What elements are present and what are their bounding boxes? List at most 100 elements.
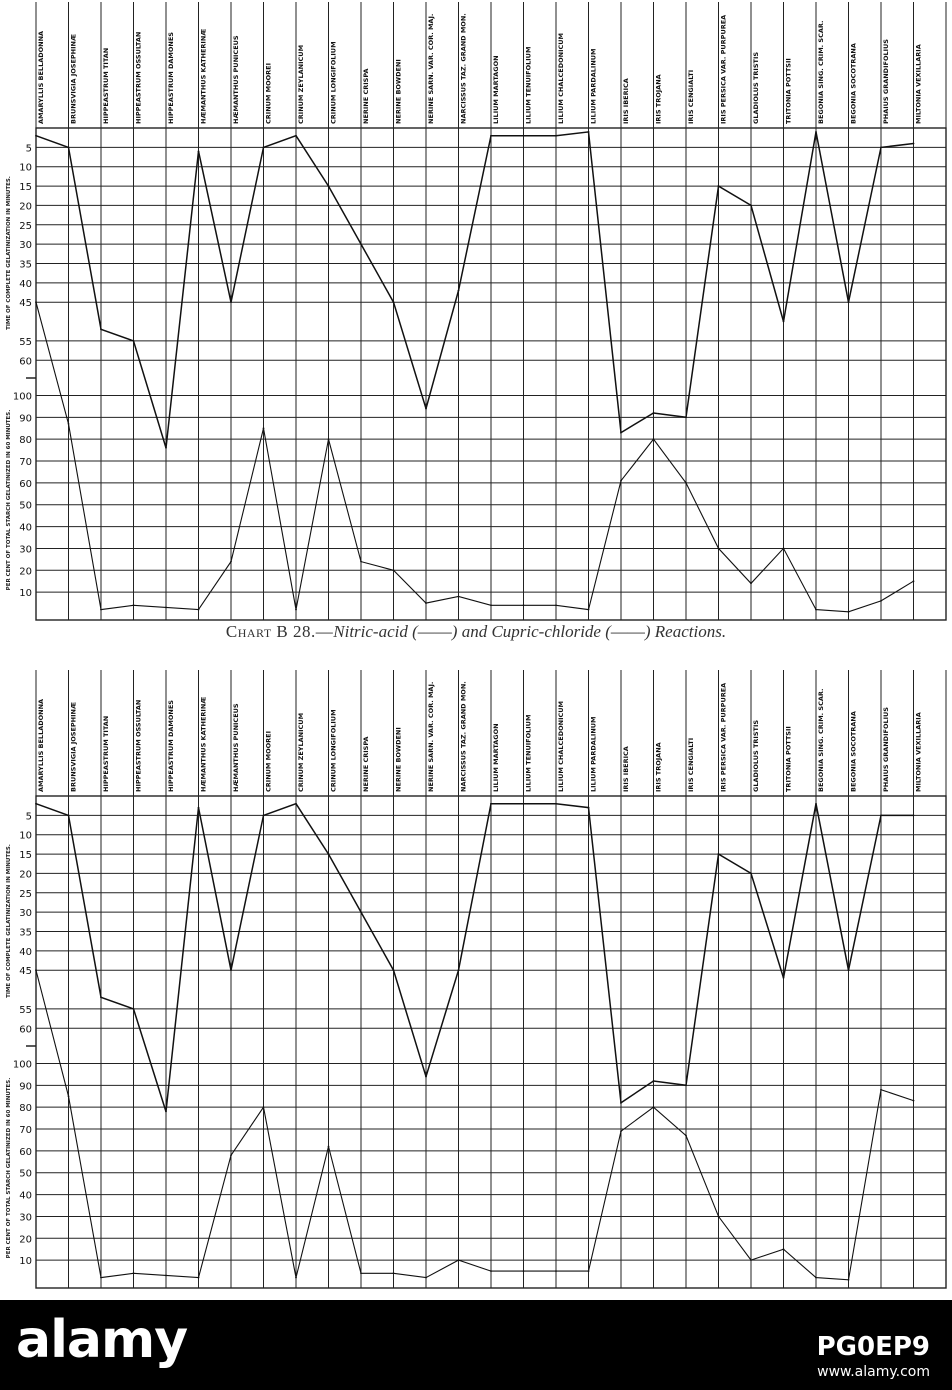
series-2-point <box>782 547 785 550</box>
series-2-point <box>815 608 817 611</box>
series-2-point <box>132 1272 135 1275</box>
category-label: NARCISSUS TAZ. GRAND MON. <box>460 13 468 124</box>
series-1-point <box>555 802 557 805</box>
category-label: AMARYLLIS BELLADONNA <box>37 31 45 124</box>
category-label: NARCISSUS TAZ. GRAND MON. <box>460 681 468 792</box>
y-tick-label: 40 <box>19 1191 32 1202</box>
category-label: BRUNSVIGIA JOSEPHINÆ <box>70 34 78 124</box>
category-label: LILIUM CHALCEDONICUM <box>557 701 565 792</box>
y-tick-label: 50 <box>19 1169 32 1180</box>
series-1-point <box>165 447 167 449</box>
chart-caption: Chart B 28.—Nitric-acid (——) and Cupric-… <box>0 622 952 642</box>
category-label: LILIUM MARTAGON <box>492 723 500 792</box>
series-1-point <box>360 911 362 914</box>
series-1-point <box>197 150 200 153</box>
y-axis-title-upper: TIME OF COMPLETE GELATINIZATION IN MINUT… <box>6 844 12 998</box>
category-label: HIPPEASTRUM OSSULTAN <box>135 32 143 124</box>
series-1-point <box>652 412 655 414</box>
series-2-point <box>392 1272 395 1275</box>
series-1-point <box>782 977 785 979</box>
category-label: HÆMANTHUS KATHERINÆ <box>200 29 208 124</box>
category-label: PHAIUS GRANDIFOLIUS <box>882 707 890 792</box>
y-tick-label: 10 <box>19 163 32 174</box>
series-1-point <box>425 1075 427 1078</box>
series-1-point <box>555 134 557 137</box>
category-label: HIPPEASTRUM TITAN <box>102 716 110 792</box>
series-2-point <box>230 1154 232 1157</box>
series-1-point <box>262 146 265 149</box>
series-1-point <box>295 134 297 137</box>
series-2-point <box>587 608 590 611</box>
series-1-point <box>522 134 525 137</box>
y-tick-label: 70 <box>19 1125 32 1136</box>
series-1-point <box>425 407 427 410</box>
y-tick-label: 25 <box>19 889 32 900</box>
series-1-point <box>67 814 70 817</box>
series-1-point <box>912 814 915 817</box>
category-label: LILIUM CHALCEDONICUM <box>557 33 565 124</box>
category-label: LILIUM TENUIFOLIUM <box>525 715 533 792</box>
series-1-point <box>685 1084 687 1087</box>
series-2-point <box>490 1270 492 1272</box>
category-label: HIPPEASTRUM DAMONES <box>167 32 175 124</box>
series-2-point <box>620 479 622 482</box>
series-1-point <box>295 802 297 805</box>
series-2-point <box>197 1276 200 1279</box>
category-label: IRIS PERSICA VAR. PURPUREA <box>720 683 728 792</box>
category-label: MILTONIA VEXILLARIA <box>915 44 923 124</box>
y-tick-label: 30 <box>19 1212 32 1223</box>
series-2-point <box>425 1276 427 1279</box>
series-1-point <box>847 301 850 304</box>
series-2-point <box>750 1259 752 1262</box>
category-label: TRITONIA POTTSII <box>785 726 793 792</box>
y-tick-label: 80 <box>19 435 32 446</box>
series-2-point <box>815 1276 817 1279</box>
y-tick-label: 45 <box>19 298 32 309</box>
y-axis-title-lower: PER CENT OF TOTAL STARCH GELATINIZED IN … <box>6 410 12 591</box>
series-2-point <box>67 1095 70 1098</box>
series-2-point <box>880 1088 882 1091</box>
series-2-point <box>35 969 37 972</box>
series-1-point <box>750 872 752 875</box>
category-label: BRUNSVIGIA JOSEPHINÆ <box>70 702 78 792</box>
series-1-point <box>262 814 265 817</box>
series-1-point <box>490 134 492 137</box>
series-1-point <box>35 134 37 137</box>
series-1-point <box>880 814 882 817</box>
y-tick-label: 10 <box>19 588 32 599</box>
series-1-point <box>457 289 460 292</box>
y-tick-label: 50 <box>19 501 32 512</box>
y-tick-label: 90 <box>19 1081 32 1092</box>
category-label: BEGONIA SOCOTRANA <box>850 43 858 124</box>
category-label: IRIS IBERICA <box>622 746 630 792</box>
series-2-point <box>555 604 557 607</box>
category-label: GLADIOLUS TRISTIS <box>752 52 760 124</box>
caption-cupric: ) and Cupric-chloride ( <box>451 622 611 641</box>
y-tick-label: 35 <box>19 927 32 938</box>
y-tick-label: 55 <box>19 1005 32 1016</box>
y-tick-label: 60 <box>19 356 32 367</box>
category-label: CRINUM ZEYLANICUM <box>297 45 305 124</box>
series-line-1 <box>35 131 914 449</box>
caption-dash-cupric: —— <box>610 622 645 641</box>
y-tick-label: 5 <box>26 811 32 822</box>
y-tick-label: 60 <box>19 1147 32 1158</box>
series-1-point <box>685 416 687 419</box>
series-2-point <box>457 595 460 598</box>
series-1-point <box>717 185 720 187</box>
series-2-point <box>652 1106 655 1109</box>
series-1-point <box>165 1110 167 1113</box>
series-1-point <box>230 969 232 972</box>
y-tick-label: 60 <box>19 479 32 490</box>
series-2-point <box>100 608 102 611</box>
series-2-point <box>295 1276 297 1279</box>
y-tick-label: 40 <box>19 523 32 534</box>
series-2-point <box>912 1099 915 1102</box>
category-label: IRIS CENGIALTI <box>687 70 695 124</box>
category-label: LILIUM PARDALINUM <box>590 48 598 124</box>
category-label: CRINUM LONGIFOLIUM <box>330 41 338 124</box>
series-1-point <box>327 185 330 187</box>
y-tick-label: 35 <box>19 259 32 270</box>
chart-top-group: 5 10 15 20 25 30 35 40 45 55 60 100 90 80 70 60 50 40 30 20… <box>6 2 947 621</box>
category-label: NERINE CRISPA <box>362 736 370 792</box>
